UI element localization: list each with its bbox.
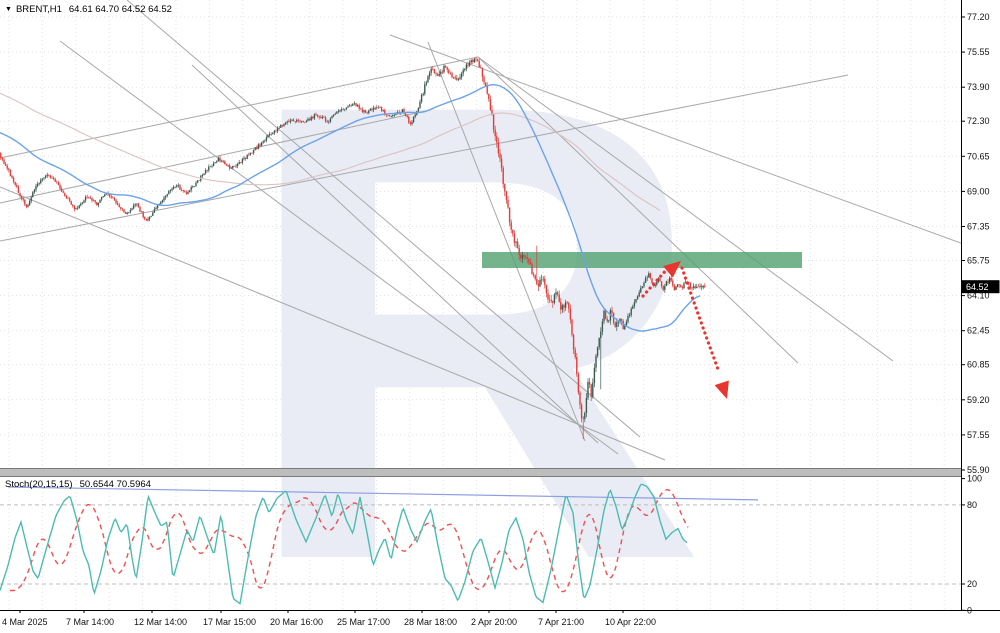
price-tick-label: 72.30 <box>967 116 990 126</box>
time-tick-label: 12 Mar 14:00 <box>134 617 187 627</box>
trendline <box>389 34 1000 258</box>
stoch-signal-line <box>10 488 689 593</box>
stoch-indicator-values: 50.6544 70.5964 <box>79 479 151 490</box>
time-tick-label: 25 Mar 17:00 <box>337 617 390 627</box>
price-tick-label: 65.75 <box>967 256 990 266</box>
moving-averages <box>0 83 701 332</box>
trendline <box>191 64 599 444</box>
stochastic-pane <box>0 483 961 605</box>
trendline <box>477 56 894 362</box>
stoch-scale-label: 80 <box>967 500 977 510</box>
stoch-main-line <box>0 483 688 605</box>
bull-bodies <box>27 58 704 419</box>
pane-separator[interactable] <box>0 468 1000 477</box>
ma-fast-line <box>0 83 701 332</box>
trendline <box>0 109 431 204</box>
trendline <box>477 56 799 364</box>
time-tick-label: 4 Mar 2025 <box>2 617 48 627</box>
arrow-down-dotted <box>680 266 721 374</box>
bear-bodies <box>0 58 706 419</box>
grid-lines <box>0 0 961 610</box>
price-axis[interactable]: 77.20 75.55 73.90 72.30 70.65 69.00 67.35 65.75… <box>961 0 1000 615</box>
arrowhead-down-icon <box>714 380 729 399</box>
trendline-objects[interactable] <box>0 0 1000 461</box>
svg-text:R: R <box>238 0 707 633</box>
price-tick-label: 73.90 <box>967 82 990 92</box>
arrow-up-dotted <box>641 266 670 298</box>
symbol-name: BRENT,H1 <box>15 4 62 15</box>
price-tick-label: 55.90 <box>967 465 990 475</box>
price-tick-label: 77.20 <box>967 12 990 22</box>
stoch-indicator-label: Stoch(20,15,15) 50.6544 70.5964 <box>5 479 151 490</box>
trendline <box>59 40 619 455</box>
brand-watermark: R <box>238 0 707 633</box>
symbol-marker-icon: ▼ <box>5 6 12 13</box>
symbol-ohlc-values: 64.61 64.70 64.52 64.52 <box>68 4 172 15</box>
price-tick-label: 57.55 <box>967 430 990 440</box>
time-tick-label: 28 Mar 18:00 <box>404 617 457 627</box>
trendline <box>0 186 666 461</box>
trendline <box>0 56 479 159</box>
price-tick-label: 75.55 <box>967 47 990 57</box>
symbol-label: ▼ BRENT,H1 64.61 64.70 64.52 64.52 <box>5 4 172 15</box>
trendline <box>427 41 586 442</box>
price-tick-label: 59.20 <box>967 395 990 405</box>
projection-arrow[interactable] <box>641 261 729 399</box>
time-tick-label: 2 Apr 20:00 <box>471 617 517 627</box>
arrowhead-up-icon <box>663 261 681 278</box>
stoch-scale-label: 20 <box>967 579 977 589</box>
trendline <box>0 74 849 242</box>
ma-slow-line <box>0 92 661 211</box>
supply-zone-rectangle[interactable] <box>482 252 802 268</box>
price-tick-label: 69.00 <box>967 186 990 196</box>
price-tick-label: 64.10 <box>967 291 990 301</box>
time-tick-label: 17 Mar 15:00 <box>203 617 256 627</box>
current-price-value: 64.52 <box>966 282 989 292</box>
time-tick-label: 20 Mar 16:00 <box>270 617 323 627</box>
price-tick-label: 62.45 <box>967 326 990 336</box>
time-tick-label: 10 Apr 22:00 <box>605 617 656 627</box>
stoch-trendline[interactable] <box>7 486 759 501</box>
price-tick-label: 67.35 <box>967 222 990 232</box>
time-tick-label: 7 Mar 14:00 <box>66 617 114 627</box>
stoch-indicator-name: Stoch(20,15,15) <box>5 479 73 490</box>
stoch-scale-label: 100 <box>967 474 982 484</box>
time-tick-label: 7 Apr 21:00 <box>538 617 584 627</box>
price-tick-label: 70.65 <box>967 151 990 161</box>
time-axis[interactable]: 4 Mar 2025 7 Mar 14:00 12 Mar 14:00 17 Mar … <box>0 610 1000 627</box>
candlestick-series <box>0 56 706 440</box>
price-tick-label: 60.85 <box>967 360 990 370</box>
current-price-badge <box>961 280 1000 294</box>
